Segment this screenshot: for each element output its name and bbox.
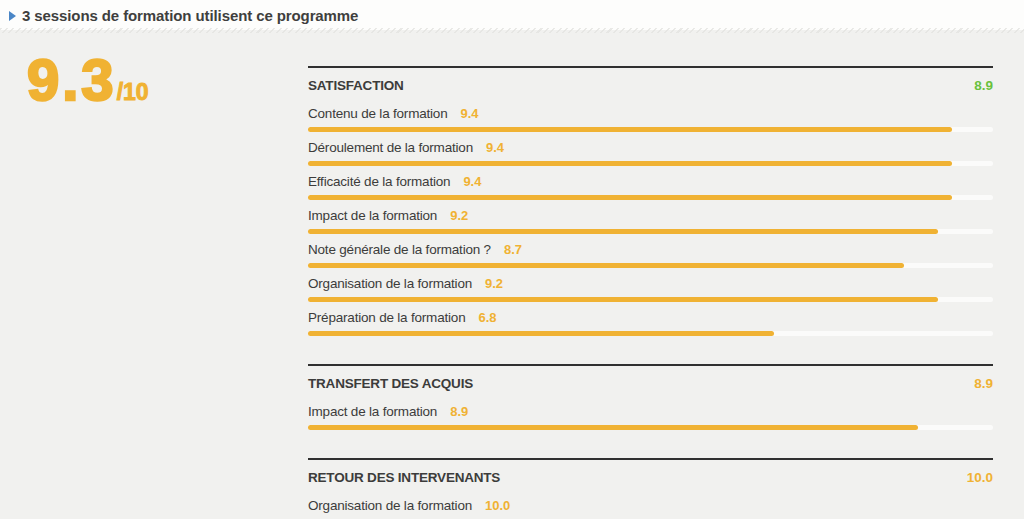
- metric-row: Préparation de la formation 6.8: [308, 310, 993, 336]
- metric-row: Organisation de la formation 9.2: [308, 276, 993, 302]
- metric-value: 10.0: [485, 498, 510, 513]
- bar-track: [308, 297, 993, 302]
- metric-value: 9.2: [485, 276, 503, 291]
- rating-sections: SATISFACTION 8.9 Contenu de la formation…: [308, 66, 993, 519]
- metric-value: 9.4: [486, 140, 504, 155]
- metric-value: 9.4: [461, 106, 479, 121]
- section-items: Organisation de la formation 10.0 Partic…: [308, 498, 993, 519]
- section-title: SATISFACTION: [308, 78, 404, 93]
- section-title: RETOUR DES INTERVENANTS: [308, 470, 500, 485]
- metric-label-line: Impact de la formation 9.2: [308, 208, 993, 225]
- bar-track: [308, 331, 993, 336]
- bar-track: [308, 127, 993, 132]
- metric-label: Impact de la formation: [308, 404, 437, 419]
- overall-score: 9.3/10: [27, 46, 149, 113]
- metric-row: Déroulement de la formation 9.4: [308, 140, 993, 166]
- metric-label-line: Impact de la formation 8.9: [308, 404, 993, 421]
- metric-label: Note générale de la formation ?: [308, 242, 491, 257]
- metric-row: Impact de la formation 8.9: [308, 404, 993, 430]
- section-header: RETOUR DES INTERVENANTS 10.0: [308, 470, 993, 490]
- bar-fill: [308, 425, 918, 430]
- metric-label-line: Contenu de la formation 9.4: [308, 106, 993, 123]
- metric-row: Note générale de la formation ? 8.7: [308, 242, 993, 268]
- bar-fill: [308, 195, 952, 200]
- metric-label-line: Préparation de la formation 6.8: [308, 310, 993, 327]
- bar-fill: [308, 127, 952, 132]
- metric-value: 8.9: [450, 404, 468, 419]
- rating-section: RETOUR DES INTERVENANTS 10.0 Organisatio…: [308, 458, 993, 519]
- metric-label: Organisation de la formation: [308, 498, 472, 513]
- overall-score-denominator: /10: [117, 79, 149, 105]
- metric-label: Organisation de la formation: [308, 276, 472, 291]
- section-header: TRANSFERT DES ACQUIS 8.9: [308, 376, 993, 396]
- rating-section: TRANSFERT DES ACQUIS 8.9 Impact de la fo…: [308, 364, 993, 430]
- section-score: 10.0: [967, 470, 993, 485]
- rating-section: SATISFACTION 8.9 Contenu de la formation…: [308, 66, 993, 336]
- section-score: 8.9: [974, 78, 993, 93]
- bar-fill: [308, 161, 952, 166]
- metric-value: 9.2: [450, 208, 468, 223]
- overall-score-value: 9.3: [27, 47, 117, 112]
- section-items: Contenu de la formation 9.4 Déroulement …: [308, 106, 993, 336]
- metric-label: Efficacité de la formation: [308, 174, 450, 189]
- header-separator: [0, 28, 1024, 33]
- metric-label-line: Note générale de la formation ? 8.7: [308, 242, 993, 259]
- section-header: SATISFACTION 8.9: [308, 78, 993, 98]
- page-title: 3 sessions de formation utilisent ce pro…: [22, 7, 358, 24]
- bar-fill: [308, 263, 904, 268]
- metric-label-line: Organisation de la formation 9.2: [308, 276, 993, 293]
- section-title: TRANSFERT DES ACQUIS: [308, 376, 473, 391]
- bar-track: [308, 263, 993, 268]
- bar-fill: [308, 229, 938, 234]
- bar-track: [308, 195, 993, 200]
- metric-row: Impact de la formation 9.2: [308, 208, 993, 234]
- metric-label-line: Organisation de la formation 10.0: [308, 498, 993, 515]
- bar-track: [308, 229, 993, 234]
- section-score: 8.9: [974, 376, 993, 391]
- metric-value: 8.7: [504, 242, 522, 257]
- metric-label: Impact de la formation: [308, 208, 437, 223]
- bar-fill: [308, 297, 938, 302]
- collapse-triangle-icon: [9, 11, 16, 21]
- metric-label: Préparation de la formation: [308, 310, 465, 325]
- metric-value: 6.8: [478, 310, 496, 325]
- metric-row: Organisation de la formation 10.0: [308, 498, 993, 519]
- metric-label: Déroulement de la formation: [308, 140, 473, 155]
- metric-row: Efficacité de la formation 9.4: [308, 174, 993, 200]
- metric-label: Contenu de la formation: [308, 106, 448, 121]
- metric-label-line: Efficacité de la formation 9.4: [308, 174, 993, 191]
- report-page: 3 sessions de formation utilisent ce pro…: [0, 0, 1024, 519]
- program-header-toggle[interactable]: 3 sessions de formation utilisent ce pro…: [0, 0, 1024, 30]
- metric-value: 9.4: [463, 174, 481, 189]
- metric-label-line: Déroulement de la formation 9.4: [308, 140, 993, 157]
- bar-track: [308, 161, 993, 166]
- metric-row: Contenu de la formation 9.4: [308, 106, 993, 132]
- bar-track: [308, 425, 993, 430]
- bar-fill: [308, 331, 774, 336]
- section-items: Impact de la formation 8.9: [308, 404, 993, 430]
